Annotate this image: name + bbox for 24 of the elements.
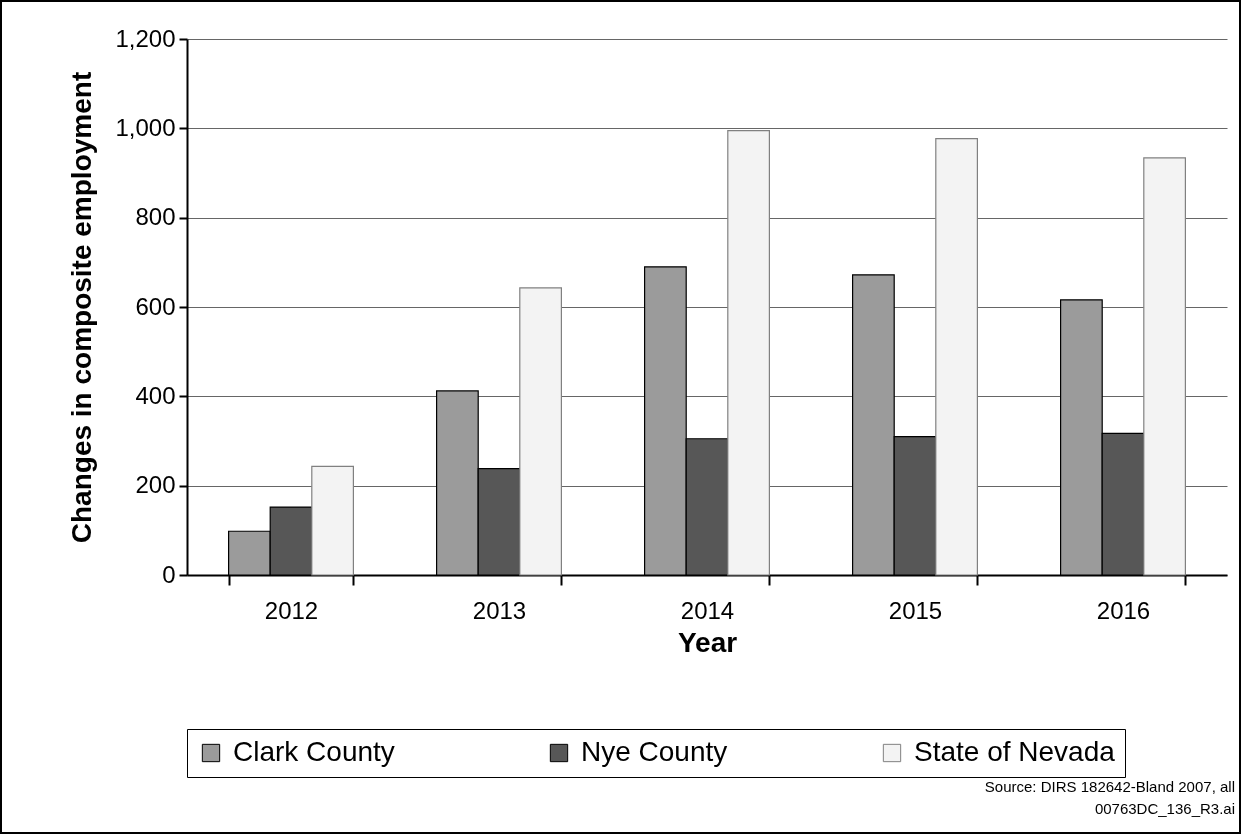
- x-tick-label: 2016: [1096, 596, 1151, 624]
- y-tick-label: 1,000: [115, 113, 176, 141]
- bar: [519, 287, 562, 576]
- legend-label: Nye County: [581, 736, 728, 767]
- y-tick-label: 200: [135, 471, 176, 499]
- y-tick-label: 600: [135, 292, 176, 320]
- y-axis-title: Changes in composite employment: [66, 71, 98, 544]
- x-axis-title: Year: [677, 626, 738, 658]
- y-tick-label: 400: [135, 381, 176, 409]
- x-tick-label: 2014: [680, 596, 735, 624]
- legend-label: Clark County: [233, 736, 395, 767]
- legend-label: State of Nevada: [914, 736, 1116, 767]
- x-tick-label: 2012: [264, 596, 319, 624]
- bar: [311, 465, 354, 576]
- source-note: Source: DIRS 182642-Bland 2007, all: [984, 777, 1235, 797]
- bar: [727, 129, 770, 576]
- y-tick-label: 800: [135, 203, 176, 231]
- y-tick-label: 0: [162, 560, 176, 588]
- bar: [935, 138, 978, 576]
- bar: [1143, 157, 1186, 576]
- text: 00763DC_136_R3.ai: [1093, 799, 1235, 819]
- x-tick-label: 2015: [888, 596, 943, 624]
- x-tick-label: 2013: [472, 596, 527, 624]
- y-tick-label: 1,200: [115, 24, 176, 52]
